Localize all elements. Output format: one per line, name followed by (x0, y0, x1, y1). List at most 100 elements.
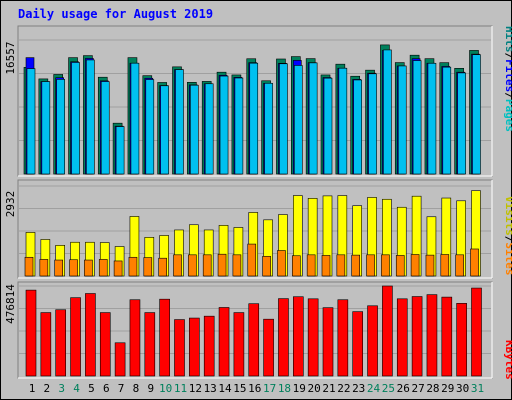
hits-bar-pages-31 (472, 54, 481, 175)
hits-bar-pages-16 (249, 62, 259, 175)
kbytes-legend: KBytes (503, 340, 512, 380)
kbytes-bar-kbytes-17 (263, 318, 274, 377)
visits-bar-sites-1 (24, 256, 34, 277)
hits-bar-pages-3 (56, 79, 66, 175)
kbytes-bar-kbytes-30 (456, 303, 467, 377)
hits-bar-pages-15 (234, 77, 244, 175)
hits-bar-pages-17 (264, 82, 273, 175)
hits-bar-pages-11 (175, 69, 184, 175)
visits-bar-sites-19 (291, 255, 301, 277)
hits-bar-pages-27 (412, 60, 422, 175)
hits-bar-pages-29 (442, 66, 452, 175)
day-label-11: 11 (174, 382, 187, 395)
legend-separator: / (503, 53, 512, 60)
visits-bar-sites-4 (69, 259, 78, 277)
hits-bar-pages-1 (26, 68, 36, 175)
kbytes-bar-kbytes-2 (40, 312, 52, 377)
visits-bar-sites-26 (395, 255, 405, 277)
legend-files: Files (503, 59, 512, 92)
chart-title: Daily usage for August 2019 (18, 7, 213, 21)
hits-legend: Hits/Files/Pages (503, 26, 512, 132)
visits-bar-sites-31 (470, 248, 479, 277)
kbytes-bar-kbytes-28 (426, 294, 438, 377)
kbytes-bar-kbytes-12 (189, 317, 200, 377)
hits-ymax-label: 16557 (4, 41, 17, 74)
visits-bar-sites-10 (158, 257, 167, 277)
visits-bar-sites-7 (113, 260, 123, 277)
legend-visits: Visits (503, 196, 512, 236)
legend-kbytes: KBytes (503, 340, 512, 380)
day-label-30: 30 (456, 382, 469, 395)
visits-bar-sites-25 (381, 254, 390, 277)
hits-bar-pages-22 (338, 67, 348, 175)
kbytes-bar-kbytes-5 (85, 293, 96, 377)
kbytes-bar-kbytes-16 (248, 303, 260, 377)
hits-bar-pages-4 (71, 62, 80, 175)
day-label-31: 31 (471, 382, 484, 395)
legend-hits: Hits (503, 26, 512, 53)
kbytes-bar-kbytes-4 (70, 297, 81, 377)
visits-bar-sites-30 (455, 254, 464, 277)
day-label-19: 19 (293, 382, 306, 395)
visits-bar-sites-17 (262, 256, 271, 277)
visits-bar-sites-23 (351, 254, 361, 277)
day-label-21: 21 (322, 382, 335, 395)
visits-ymax-label: 2932 (4, 191, 17, 218)
legend-sites: Sites (503, 242, 512, 275)
day-label-25: 25 (382, 382, 395, 395)
hits-bar-pages-26 (397, 65, 407, 175)
visits-bar-sites-2 (39, 259, 49, 277)
kbytes-ymax-label: 476814 (4, 284, 17, 324)
kbytes-bar-kbytes-11 (174, 319, 185, 377)
kbytes-bar-kbytes-27 (411, 296, 423, 377)
day-label-4: 4 (73, 382, 80, 395)
day-label-23: 23 (352, 382, 365, 395)
hits-bar-pages-14 (219, 75, 229, 175)
hits-bar-pages-9 (145, 79, 155, 175)
visits-bar-sites-24 (366, 254, 375, 277)
y-axis-max-labels: 16557 2932 476814 (4, 41, 17, 323)
kbytes-bar-kbytes-25 (382, 285, 393, 377)
kbytes-bar-kbytes-10 (159, 298, 170, 377)
hits-bar-pages-5 (86, 59, 95, 175)
kbytes-bar-kbytes-19 (292, 296, 304, 377)
visits-bar-sites-28 (425, 254, 435, 277)
day-label-13: 13 (204, 382, 217, 395)
visits-bar-sites-18 (277, 250, 286, 277)
x-axis-day-labels: 1 2 3 4 5 6 7 8 9 10 11 12 13 14 15 16 17 18 19 20 21 22 23 24 2… (29, 382, 484, 395)
kbytes-bar-kbytes-26 (396, 298, 408, 377)
kbytes-bar-kbytes-20 (307, 298, 319, 377)
visits-bar-sites-12 (188, 254, 197, 277)
kbytes-bar-kbytes-1 (25, 289, 37, 377)
hits-bar-pages-10 (160, 85, 169, 175)
bars (23, 44, 482, 377)
day-label-26: 26 (397, 382, 410, 395)
hits-bar-pages-13 (204, 83, 214, 175)
day-label-1: 1 (29, 382, 36, 395)
visits-bar-sites-21 (321, 255, 331, 277)
kbytes-bar-kbytes-21 (322, 307, 334, 377)
day-label-7: 7 (118, 382, 125, 395)
day-label-20: 20 (308, 382, 321, 395)
visits-bar-sites-9 (143, 257, 153, 277)
day-label-3: 3 (58, 382, 65, 395)
day-label-22: 22 (337, 382, 350, 395)
hits-bar-pages-23 (353, 79, 363, 175)
day-label-17: 17 (263, 382, 276, 395)
hits-bar-pages-19 (293, 65, 303, 175)
kbytes-bar-kbytes-8 (129, 299, 141, 377)
visits-bar-sites-3 (54, 259, 64, 277)
kbytes-bar-kbytes-24 (367, 305, 378, 377)
kbytes-bar-kbytes-6 (99, 312, 111, 377)
kbytes-bar-kbytes-31 (471, 287, 482, 377)
kbytes-bar-kbytes-14 (218, 307, 230, 377)
legend-pages: Pages (503, 99, 512, 132)
day-label-18: 18 (278, 382, 291, 395)
hits-bar-pages-25 (383, 49, 392, 175)
kbytes-bar-kbytes-18 (278, 298, 289, 377)
kbytes-bar-kbytes-7 (114, 342, 126, 377)
hits-bar-pages-8 (130, 62, 140, 175)
kbytes-bar-kbytes-9 (144, 312, 156, 377)
